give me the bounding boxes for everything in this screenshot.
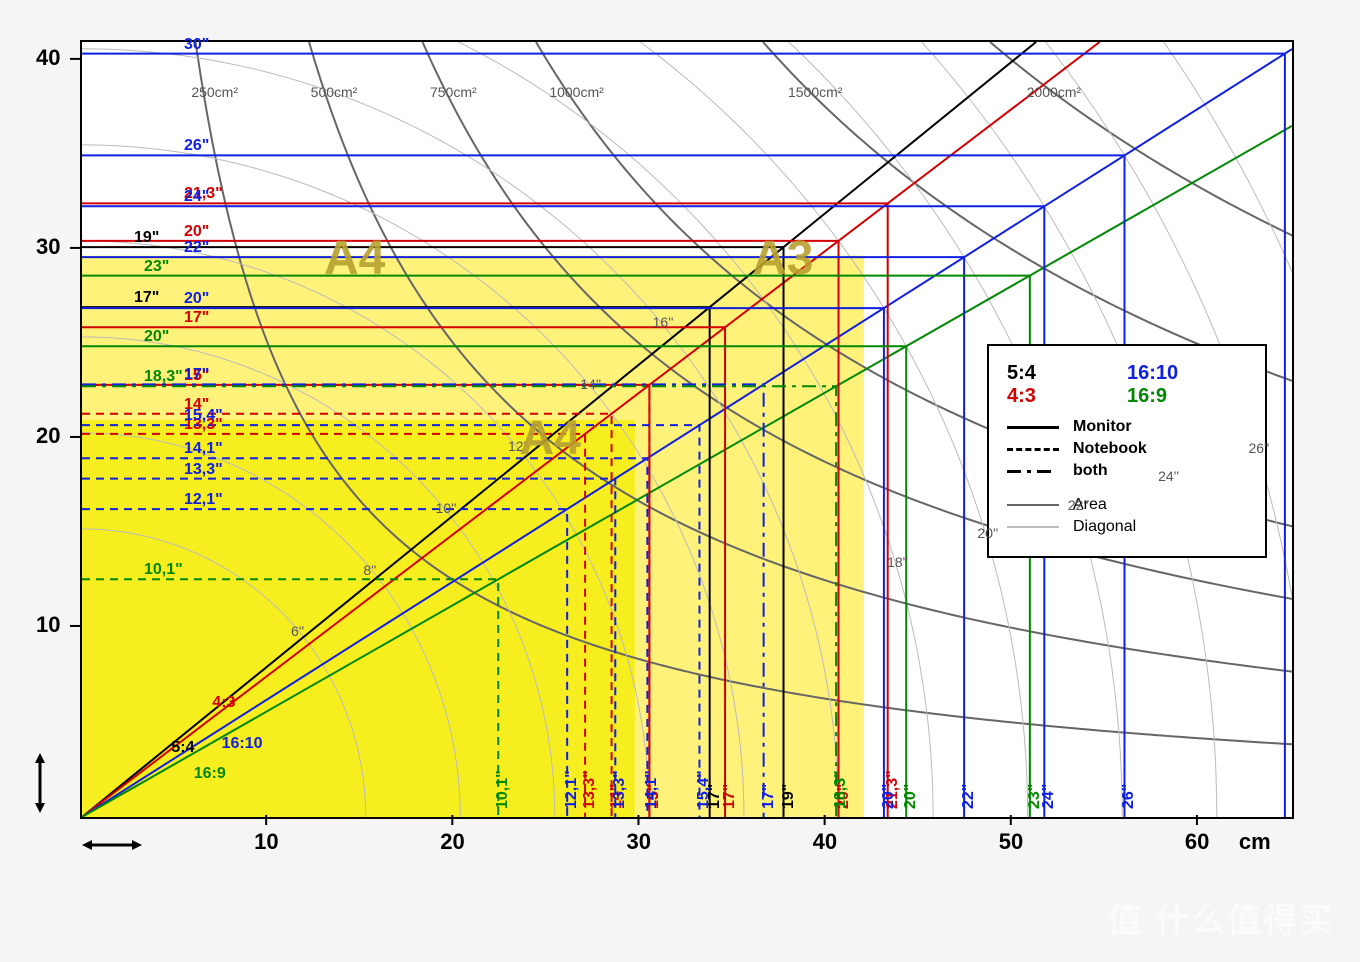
legend-curve: Area [1007,496,1247,514]
x-tick: 20 [440,829,464,855]
label-a4: A4 [324,231,385,286]
x-tick: 50 [999,829,1023,855]
x-tick: 40 [813,829,837,855]
x-tick: 60 [1185,829,1209,855]
y-tick: 40 [36,45,60,71]
label-a3: A3 [752,231,813,286]
x-tick: 10 [254,829,278,855]
y-tick: 30 [36,234,60,260]
legend: 5:416:104:316:9 Monitor Notebook both Area Di… [987,344,1267,558]
x-tick: 30 [626,829,650,855]
legend-curve: Diagonal [1007,518,1247,536]
legend-ratio: 16:9 [1127,385,1247,408]
watermark: 值 什么值得买 [1108,893,1335,942]
y-tick: 10 [36,612,60,638]
legend-ratio: 5:4 [1007,362,1127,385]
legend-ratio: 4:3 [1007,385,1127,408]
plot-area: 5:416:104:316:9 Monitor Notebook both Area Di… [80,40,1294,819]
chart-stage: 5:416:104:316:9 Monitor Notebook both Area Di… [0,0,1360,962]
legend-ratio: 16:10 [1127,362,1247,385]
y-tick: 20 [36,423,60,449]
legend-line: Notebook [1007,440,1247,458]
legend-line: both [1007,462,1247,480]
legend-line: Monitor [1007,418,1247,436]
x-unit: cm [1239,829,1271,855]
label-a4-land: A4 [519,411,580,466]
